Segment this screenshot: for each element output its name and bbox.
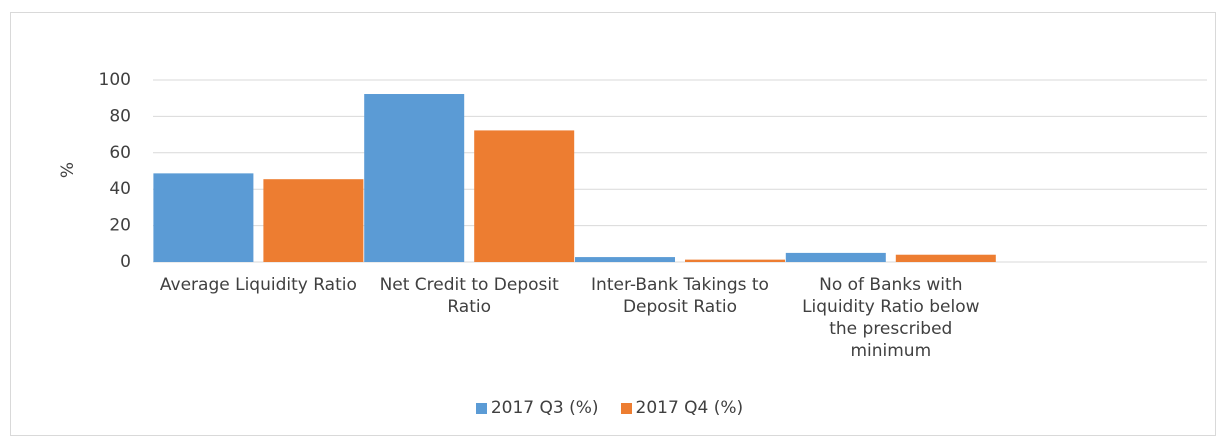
y-tick-label: 80 (109, 106, 131, 126)
bar (153, 173, 254, 262)
bar (895, 254, 996, 262)
y-tick-label: 40 (109, 179, 131, 199)
bar (575, 257, 675, 262)
x-tick-label: No of Banks with Liquidity Ratio below t… (802, 275, 980, 361)
bar (263, 179, 364, 262)
y-tick-label: 100 (99, 70, 131, 90)
bar (474, 130, 575, 262)
bar (364, 94, 465, 262)
x-tick-label: Net Credit to Deposit Ratio (379, 275, 559, 317)
legend-swatch (475, 402, 487, 414)
legend-label: 2017 Q3 (%) (490, 398, 599, 418)
y-tick-label: 0 (120, 252, 131, 272)
legend-item: 2017 Q3 (%) (475, 398, 599, 418)
y-tick-label: 60 (109, 143, 131, 163)
x-tick-label: Average Liquidity Ratio (159, 275, 357, 295)
bar (685, 259, 785, 262)
bar (785, 252, 886, 262)
legend-swatch (620, 402, 632, 414)
y-axis-label: % (58, 162, 78, 178)
x-tick-label: Inter-Bank Takings to Deposit Ratio (591, 275, 769, 317)
legend-label: 2017 Q4 (%) (635, 398, 744, 418)
legend-item: 2017 Q4 (%) (620, 398, 744, 418)
legend: 2017 Q3 (%) 2017 Q4 (%) (0, 398, 1219, 418)
y-tick-label: 20 (109, 216, 131, 236)
chart-frame (10, 12, 1216, 436)
